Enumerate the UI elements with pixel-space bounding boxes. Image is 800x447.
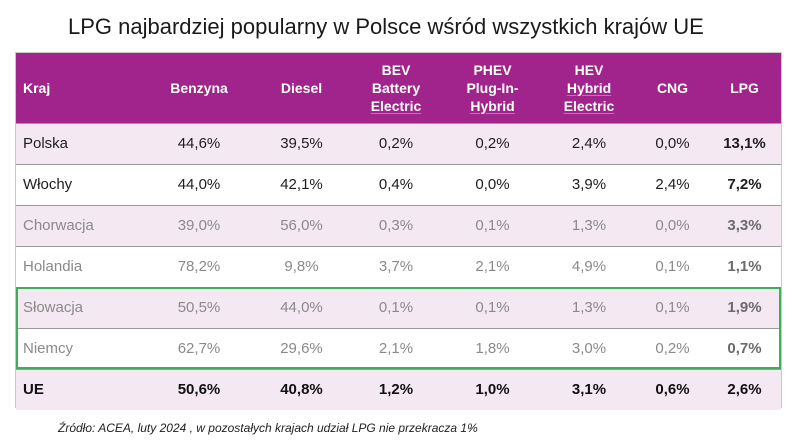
cell-country: Włochy [16,163,143,205]
header-hev-line3: Electric [563,97,615,114]
table-row: UE 50,6% 40,8% 1,2% 1,0% 3,1% 0,6% 2,6% [16,368,781,410]
chart-title: LPG najbardziej popularny w Polsce wśród… [68,14,704,39]
header-lpg: LPG [730,79,759,96]
header-kraj: Kraj [23,79,51,96]
cell-value: 1,3% [541,286,637,328]
cell-value: 44,0% [143,163,255,205]
cell-value: 2,4% [541,122,637,164]
header-benzyna: Benzyna [170,79,228,96]
cell-value: 1,9% [708,286,781,328]
cell-value: 0,2% [348,122,444,164]
table-row: Włochy 44,0% 42,1% 0,4% 0,0% 3,9% 2,4% 7,2% [16,163,781,205]
header-phev-line3: Hybrid [470,97,515,114]
cell-value: 7,2% [708,163,781,205]
cell-value: 4,9% [541,245,637,287]
cell-value: 39,0% [143,204,255,246]
cell-country: Słowacja [16,286,143,328]
table-frame: Kraj Benzyna Diesel BEV Battery Electric… [15,52,782,410]
cell-value: 0,3% [348,204,444,246]
header-hev-line1: HEV [574,61,604,78]
cell-value: 62,7% [143,327,255,369]
header-bev-line2: Battery [371,79,421,96]
cell-value: 3,9% [541,163,637,205]
cell-value: 2,4% [637,163,708,205]
cell-value: 0,2% [444,122,541,164]
fuel-share-table: Kraj Benzyna Diesel BEV Battery Electric… [16,53,781,410]
cell-value: 0,2% [637,327,708,369]
cell-value: 9,8% [255,245,348,287]
header-phev-line2: Plug-In- [466,79,519,96]
cell-value: 2,6% [708,368,781,410]
cell-value: 0,1% [348,286,444,328]
table-row: Chorwacja 39,0% 56,0% 0,3% 0,1% 1,3% 0,0% 3,3% [16,204,781,246]
header-hev: HEV Hybrid Electric [541,53,637,123]
header-hev-line2: Hybrid [566,79,612,96]
cell-value: 42,1% [255,163,348,205]
cell-value: 2,1% [444,245,541,287]
table-row: Holandia 78,2% 9,8% 3,7% 2,1% 4,9% 0,1% 1,1% [16,245,781,287]
header-row: Kraj Benzyna Diesel BEV Battery Electric… [16,53,781,123]
cell-value: 13,1% [708,122,781,164]
cell-value: 56,0% [255,204,348,246]
cell-value: 1,1% [708,245,781,287]
cell-value: 1,0% [444,368,541,410]
cell-value: 0,6% [637,368,708,410]
cell-value: 29,6% [255,327,348,369]
cell-country: Chorwacja [16,204,143,246]
cell-value: 0,7% [708,327,781,369]
cell-value: 50,6% [143,368,255,410]
cell-value: 0,1% [637,245,708,287]
cell-value: 0,0% [637,204,708,246]
header-cng: CNG [656,79,689,96]
header-diesel: Diesel [280,79,323,96]
cell-value: 0,1% [444,286,541,328]
header-bev: BEV Battery Electric [348,53,444,123]
cell-value: 40,8% [255,368,348,410]
header-bev-line1: BEV [381,61,411,78]
header-phev: PHEV Plug-In- Hybrid [444,53,541,123]
cell-value: 3,1% [541,368,637,410]
header-phev-line1: PHEV [473,61,512,78]
cell-value: 0,4% [348,163,444,205]
header-bev-line3: Electric [370,97,422,114]
cell-value: 2,1% [348,327,444,369]
cell-country: Polska [16,122,143,164]
cell-value: 3,3% [708,204,781,246]
cell-value: 1,8% [444,327,541,369]
cell-value: 44,0% [255,286,348,328]
table-row: Polska 44,6% 39,5% 0,2% 0,2% 2,4% 0,0% 13,1% [16,122,781,164]
cell-value: 3,7% [348,245,444,287]
cell-value: 3,0% [541,327,637,369]
cell-value: 44,6% [143,122,255,164]
cell-country: Niemcy [16,327,143,369]
cell-value: 0,1% [637,286,708,328]
cell-value: 0,0% [637,122,708,164]
table-row: Słowacja 50,5% 44,0% 0,1% 0,1% 1,3% 0,1% 1,9% [16,286,781,328]
cell-value: 50,5% [143,286,255,328]
cell-value: 39,5% [255,122,348,164]
cell-value: 1,2% [348,368,444,410]
cell-value: 0,0% [444,163,541,205]
cell-country: UE [16,368,143,410]
source-note: Źródło: ACEA, luty 2024 , w pozostałych … [58,421,478,435]
cell-value: 78,2% [143,245,255,287]
table-row: Niemcy 62,7% 29,6% 2,1% 1,8% 3,0% 0,2% 0,7% [16,327,781,369]
cell-country: Holandia [16,245,143,287]
cell-value: 1,3% [541,204,637,246]
cell-value: 0,1% [444,204,541,246]
